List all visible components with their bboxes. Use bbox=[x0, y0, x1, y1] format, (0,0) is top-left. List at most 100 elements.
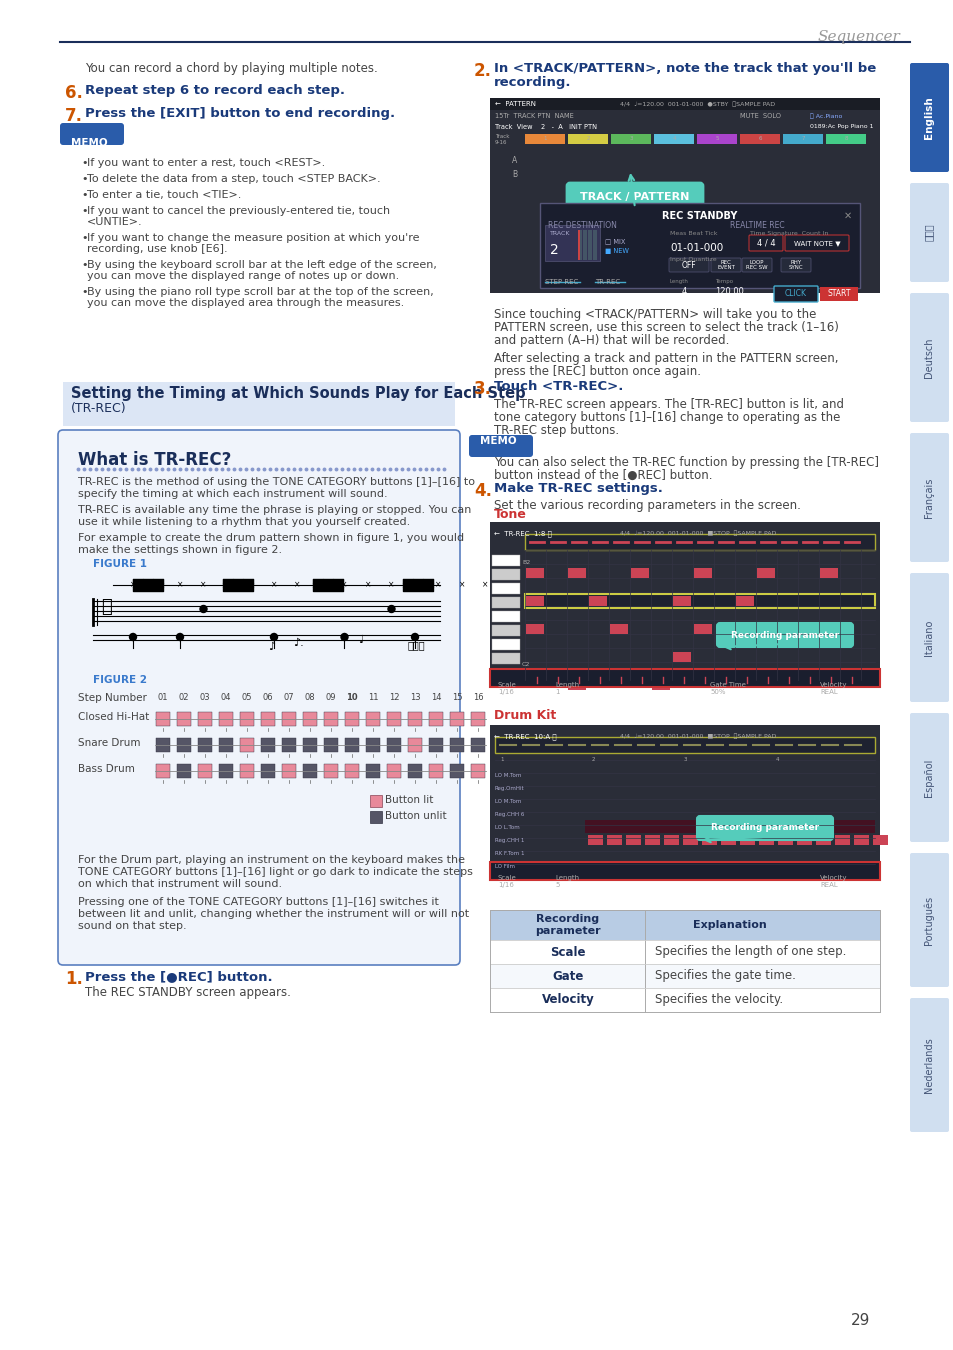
Circle shape bbox=[271, 633, 277, 640]
Bar bbox=[429, 711, 442, 726]
Text: By using the piano roll type scroll bar at the top of the screen,: By using the piano roll type scroll bar … bbox=[87, 288, 434, 297]
Bar bbox=[651, 680, 669, 690]
Text: ×: × bbox=[482, 580, 488, 590]
Text: Input Quantize: Input Quantize bbox=[669, 256, 716, 262]
Text: ■ NEW: ■ NEW bbox=[604, 248, 628, 254]
Text: If you want to enter a rest, touch <REST>.: If you want to enter a rest, touch <REST… bbox=[87, 158, 325, 167]
Text: 2: 2 bbox=[586, 136, 589, 140]
Bar bbox=[630, 568, 648, 578]
Bar bbox=[240, 764, 253, 778]
Bar bbox=[282, 738, 295, 752]
Text: Make TR-REC settings.: Make TR-REC settings. bbox=[494, 482, 662, 495]
Bar bbox=[387, 711, 400, 726]
Text: Tone: Tone bbox=[494, 508, 526, 521]
Text: ×: × bbox=[176, 580, 183, 590]
Text: Recording parameter: Recording parameter bbox=[730, 630, 839, 640]
FancyBboxPatch shape bbox=[710, 258, 740, 271]
Text: tone category buttons [1]–[16] change to operating as the: tone category buttons [1]–[16] change to… bbox=[494, 410, 840, 424]
Bar bbox=[198, 711, 212, 726]
Text: After selecting a track and pattern in the PATTERN screen,: After selecting a track and pattern in t… bbox=[494, 352, 838, 365]
Bar bbox=[525, 624, 543, 634]
Text: In <TRACK/PATTERN>, note the track that you'll be: In <TRACK/PATTERN>, note the track that … bbox=[494, 62, 876, 76]
Text: 4/4  ♩=120.00  001-01-000  ●STBY  ⬛SAMPLE PAD: 4/4 ♩=120.00 001-01-000 ●STBY ⬛SAMPLE PA… bbox=[619, 101, 774, 107]
Text: A: A bbox=[512, 157, 517, 165]
Text: TR-REC step buttons.: TR-REC step buttons. bbox=[494, 424, 618, 437]
Text: 5: 5 bbox=[715, 136, 718, 140]
Text: button instead of the [●REC] button.: button instead of the [●REC] button. bbox=[494, 468, 712, 482]
Text: FIGURE 1: FIGURE 1 bbox=[92, 559, 147, 568]
FancyBboxPatch shape bbox=[909, 998, 948, 1133]
Bar bbox=[672, 595, 690, 606]
FancyBboxPatch shape bbox=[909, 713, 948, 842]
Text: 120.00: 120.00 bbox=[714, 288, 743, 296]
Text: You can record a chord by playing multiple notes.: You can record a chord by playing multip… bbox=[85, 62, 377, 76]
Text: •: • bbox=[81, 234, 88, 243]
Bar bbox=[177, 738, 191, 752]
Bar bbox=[370, 795, 381, 807]
Text: ×: × bbox=[130, 580, 136, 590]
Text: ✕: ✕ bbox=[843, 211, 851, 221]
Bar bbox=[820, 288, 857, 301]
Bar bbox=[471, 711, 484, 726]
Text: STEP REC: STEP REC bbox=[544, 279, 578, 285]
Circle shape bbox=[200, 606, 207, 613]
Text: ×: × bbox=[341, 580, 347, 590]
Text: REC DESTINATION: REC DESTINATION bbox=[547, 221, 617, 230]
Bar bbox=[471, 764, 484, 778]
Text: REALTIME REC: REALTIME REC bbox=[729, 221, 783, 230]
Bar bbox=[740, 134, 780, 144]
Circle shape bbox=[340, 633, 348, 640]
Text: Repeat step 6 to record each step.: Repeat step 6 to record each step. bbox=[85, 84, 345, 97]
Text: ×: × bbox=[153, 580, 159, 590]
Bar bbox=[782, 134, 822, 144]
Text: 3: 3 bbox=[629, 136, 632, 140]
Bar bbox=[582, 230, 584, 261]
Text: 日本語: 日本語 bbox=[923, 224, 933, 242]
Bar bbox=[282, 764, 295, 778]
Text: Gate Time
50%: Gate Time 50% bbox=[709, 682, 745, 695]
Text: □ MIX: □ MIX bbox=[604, 238, 625, 244]
Bar bbox=[492, 639, 519, 649]
Text: recording, use knob [E6].: recording, use knob [E6]. bbox=[87, 244, 228, 254]
Text: Specifies the length of one step.: Specifies the length of one step. bbox=[655, 945, 845, 958]
Text: Velocity
REAL: Velocity REAL bbox=[820, 682, 846, 695]
Bar bbox=[492, 568, 519, 580]
FancyBboxPatch shape bbox=[909, 853, 948, 987]
Text: LO Film: LO Film bbox=[495, 864, 515, 869]
Bar bbox=[778, 624, 795, 634]
Bar bbox=[156, 738, 170, 752]
Bar bbox=[370, 811, 381, 824]
Text: 2: 2 bbox=[592, 757, 595, 761]
Text: Scale: Scale bbox=[550, 945, 585, 958]
Text: 6.: 6. bbox=[65, 84, 83, 103]
Text: Recording
parameter: Recording parameter bbox=[535, 914, 600, 936]
Bar bbox=[825, 134, 865, 144]
Text: 10: 10 bbox=[346, 693, 357, 702]
Text: 4: 4 bbox=[681, 288, 686, 296]
Text: 4: 4 bbox=[672, 136, 675, 140]
Text: 6: 6 bbox=[758, 136, 760, 140]
Bar bbox=[587, 230, 589, 261]
Bar bbox=[492, 555, 519, 566]
Bar bbox=[584, 819, 874, 833]
Bar bbox=[495, 737, 874, 753]
Text: •: • bbox=[81, 261, 88, 270]
FancyBboxPatch shape bbox=[909, 293, 948, 423]
Text: ←  TR-REC  1:8 ⬛: ← TR-REC 1:8 ⬛ bbox=[494, 531, 551, 536]
Text: Length
5: Length 5 bbox=[555, 875, 578, 888]
Text: What is TR-REC?: What is TR-REC? bbox=[78, 451, 232, 468]
Text: Português: Português bbox=[923, 895, 933, 945]
Text: 04: 04 bbox=[220, 693, 231, 702]
Bar bbox=[693, 624, 711, 634]
Bar bbox=[585, 230, 587, 261]
Bar bbox=[429, 764, 442, 778]
Text: FIGURE 2: FIGURE 2 bbox=[92, 675, 147, 684]
Bar bbox=[366, 764, 379, 778]
Text: 4/4  ♩=120.00  001-01-000  ■STOP  ⬛SAMPLE PAD: 4/4 ♩=120.00 001-01-000 ■STOP ⬛SAMPLE PA… bbox=[619, 733, 776, 738]
Text: •: • bbox=[81, 288, 88, 297]
Text: 15Tr  TRACK PTN  NAME: 15Tr TRACK PTN NAME bbox=[495, 113, 573, 119]
Text: Press the [EXIT] button to end recording.: Press the [EXIT] button to end recording… bbox=[85, 107, 395, 120]
Bar bbox=[219, 711, 233, 726]
Bar bbox=[544, 225, 599, 261]
Bar bbox=[693, 568, 711, 578]
